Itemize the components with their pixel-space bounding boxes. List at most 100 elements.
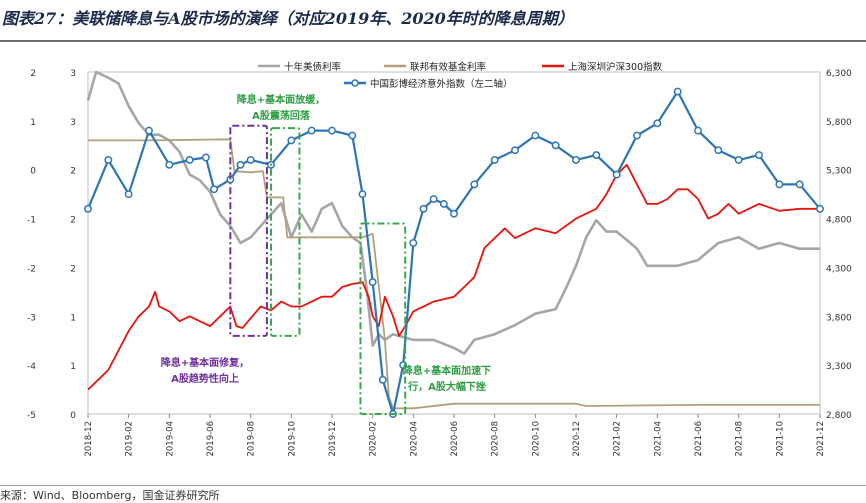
x-tick-label: 2021-12 [816,421,826,457]
y-left-inner-label: 3 [70,118,76,128]
surprise-marker [409,239,418,247]
surprise-marker [572,155,580,164]
surprise-marker [653,119,662,128]
y-right-label: 3,300 [826,362,852,372]
surprise-marker [307,126,316,135]
surprise-marker [358,190,367,199]
y-left-inner-label: 2 [70,167,76,177]
y-left-inner-label: 1 [70,313,76,323]
x-tick-label: 2020-02 [369,421,379,457]
y-left-inner-label: 3 [70,69,76,79]
surprise-marker [368,278,377,287]
chart-area: 2018-12 2019-02 2019-04 2019-06 2019-08 2019-… [27,61,852,457]
source-divider [0,485,866,486]
annotation-easing-slowdown: 降息+基本面放缓， [237,93,325,106]
x-tick-label: 2021-08 [735,421,745,457]
annotation-easing-decline: 降息+基本面加速下 [403,364,491,377]
x-tick-label: 2019-10 [287,421,297,457]
y-left-inner-label: 0 [70,411,76,421]
surprise-marker [450,209,458,218]
y-left-outer-label: -3 [27,313,36,323]
legend-label: 十年美债利率 [284,61,342,73]
y-left-inner-label: 1 [70,362,76,372]
x-tick-label: 2020-12 [572,421,582,457]
title-divider [0,40,866,42]
surprise-marker [490,155,499,164]
annotation-easing-recovery: 降息+基本面修复， [161,356,249,369]
x-tick-label: 2021-06 [694,421,704,457]
x-tick-label: 2019-12 [328,421,338,457]
annotation-easing-slowdown: A股震荡回落 [252,109,311,122]
chart-title: 图表27：美联储降息与A股市场的演绎（对应2019年、2020年时的降息周期） [2,9,574,28]
y-left-outer-label: -1 [27,216,36,226]
surprise-marker [348,131,357,140]
surprise-marker [734,155,743,164]
y-right-label: 5,800 [826,118,852,128]
surprise-marker [104,155,113,164]
y-left-outer-label: -4 [27,362,36,372]
x-tick-label: 2019-02 [125,421,135,457]
y-right-label: 2,800 [826,411,852,421]
surprise-marker [673,87,682,96]
surprise-marker [287,136,296,145]
surprise-marker [378,375,387,384]
surprise-marker [775,180,784,189]
source-note: 来源：Wind、Bloomberg，国金证券研究所 [0,489,220,502]
y-left-outer-label: -2 [27,264,36,274]
surprise-marker [124,190,133,199]
surprise-marker [201,153,210,162]
surprise-marker [816,204,824,213]
x-tick-label: 2021-10 [775,421,785,457]
surprise-marker [165,160,174,169]
surprise-marker [531,131,540,140]
x-tick-label: 2021-02 [613,421,623,457]
legend-label: 联邦有效基金利率 [410,61,487,73]
surprise-marker [633,131,641,140]
y-left-inner-label: 2 [70,216,76,226]
legend-label: 中国彭博经济意外指数（左二轴） [370,78,513,90]
series-csi300 [87,163,820,391]
x-tick-label: 2021-04 [653,421,663,457]
surprise-marker [470,180,479,189]
legend-marker [351,79,359,87]
y-left-inner-label: 2 [70,264,76,274]
legend-label: 上海深圳沪深300指数 [568,61,663,73]
annotation-easing-decline: 行，A股大幅下挫 [407,380,486,393]
surprise-marker [429,195,438,203]
x-tick-label: 2020-10 [531,421,541,457]
y-left-outer-label: -5 [27,411,36,421]
surprise-marker [439,199,448,208]
y-left-outer-label: 2 [30,69,36,79]
surprise-marker [612,170,621,179]
annotation-easing-recovery: A股趋势性向上 [171,372,239,385]
surprise-marker [714,146,723,155]
surprise-marker [185,155,194,164]
surprise-marker [551,141,560,150]
x-tick-label: 2018-12 [84,421,94,457]
y-right-label: 6,300 [826,69,852,79]
surprise-marker [592,151,601,160]
surprise-marker [246,155,255,164]
surprise-marker [755,151,763,160]
y-left-outer-label: 1 [30,118,36,128]
x-tick-label: 2020-08 [491,421,501,457]
series-fed-funds [88,138,820,410]
y-right-label: 3,800 [826,313,852,323]
highlight-box [229,124,268,337]
surprise-marker [236,160,245,169]
x-tick-label: 2020-06 [450,421,460,457]
y-right-label: 4,800 [826,216,852,226]
x-tick-label: 2020-04 [409,421,419,457]
surprise-marker [419,204,428,213]
surprise-marker [328,126,336,135]
y-left-outer-label: 0 [30,167,36,177]
x-tick-label: 2019-04 [165,421,175,457]
highlight-box [359,222,407,415]
surprise-marker [694,126,702,135]
highlight-box [270,127,301,337]
x-tick-label: 2019-06 [206,421,216,457]
surprise-marker [84,204,92,213]
surprise-marker [795,180,804,189]
y-right-label: 5,300 [826,167,852,177]
surprise-marker [145,126,153,135]
